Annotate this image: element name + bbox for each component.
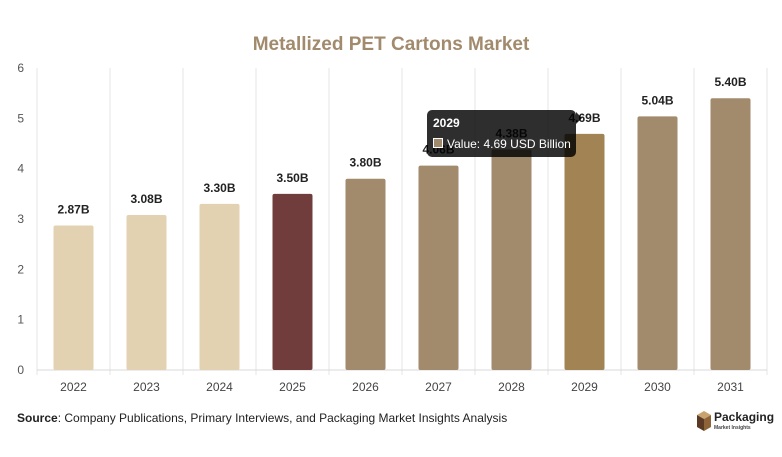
- x-tick-label: 2023: [133, 380, 160, 394]
- x-tick-label: 2022: [60, 380, 87, 394]
- tooltip-body: Value: 4.69 USD Billion: [447, 137, 571, 151]
- tooltip-swatch: [433, 138, 443, 148]
- y-axis-ticks: 0 1 2 3 4 5 6: [17, 61, 24, 377]
- bar-2025[interactable]: [272, 193, 313, 370]
- x-tick-label: 2024: [206, 380, 233, 394]
- bar-2029[interactable]: [564, 133, 605, 370]
- brand-subtitle: Market Insights: [714, 425, 751, 431]
- bar-2030[interactable]: [637, 116, 678, 370]
- y-tick-label: 6: [17, 61, 24, 75]
- data-label: 3.80B: [349, 156, 381, 170]
- bar-2024[interactable]: [199, 203, 240, 370]
- source-note: Source: Company Publications, Primary In…: [17, 411, 507, 425]
- y-tick-label: 5: [17, 111, 24, 125]
- box-icon: [697, 411, 711, 431]
- chart-title: Metallized PET Cartons Market: [252, 34, 530, 55]
- x-tick-label: 2031: [717, 380, 744, 394]
- x-tick-label: 2028: [498, 380, 525, 394]
- tooltip-caret: [576, 112, 582, 124]
- source-text: : Company Publications, Primary Intervie…: [57, 411, 508, 425]
- grid-lines: [36, 68, 768, 375]
- bar-2023[interactable]: [126, 214, 167, 370]
- tooltip: 2029 Value: 4.69 USD Billion: [427, 110, 582, 157]
- tooltip-title: 2029: [433, 116, 460, 130]
- brand-logo: Packaging Market Insights: [696, 409, 776, 435]
- data-label: 3.30B: [203, 181, 235, 195]
- bar-2028[interactable]: [491, 149, 532, 370]
- x-tick-label: 2029: [571, 380, 598, 394]
- data-label: 3.08B: [130, 192, 162, 206]
- source-label: Source: [17, 411, 58, 425]
- y-tick-label: 3: [17, 212, 24, 226]
- data-label: 2.87B: [57, 203, 89, 217]
- y-tick-label: 4: [17, 162, 24, 176]
- bar-2022[interactable]: [53, 225, 94, 370]
- x-tick-label: 2025: [279, 380, 306, 394]
- y-tick-label: 1: [17, 313, 24, 327]
- y-tick-label: 0: [17, 363, 24, 377]
- x-axis-ticks: 2022 2023 2024 2025 2026 2027 2028 2029 2030 2031: [60, 380, 744, 394]
- data-label: 5.40B: [714, 75, 746, 89]
- data-label: 5.04B: [641, 93, 673, 107]
- y-tick-label: 2: [17, 262, 24, 276]
- bar-2027[interactable]: [418, 165, 459, 370]
- bars: [53, 98, 751, 370]
- bar-2026[interactable]: [345, 178, 386, 370]
- x-tick-label: 2030: [644, 380, 671, 394]
- brand-name: Packaging: [714, 410, 775, 424]
- x-tick-label: 2027: [425, 380, 452, 394]
- data-label: 3.50B: [276, 171, 308, 185]
- bar-2031[interactable]: [710, 98, 751, 370]
- x-tick-label: 2026: [352, 380, 379, 394]
